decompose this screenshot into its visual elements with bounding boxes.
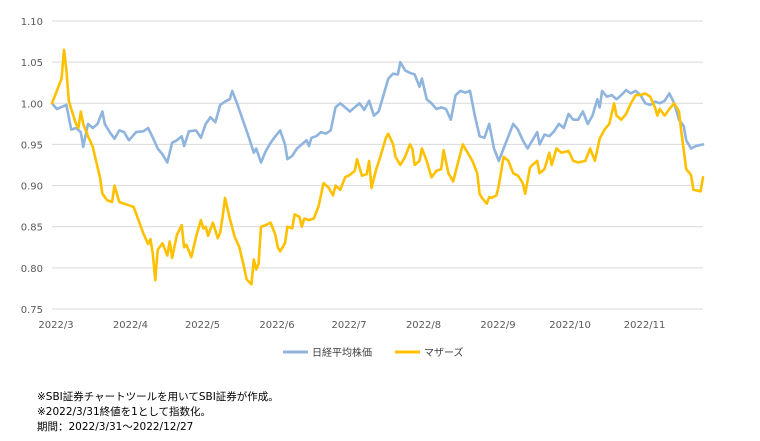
x-tick-label: 2022/3 bbox=[38, 320, 73, 331]
y-tick-label: 0.80 bbox=[21, 264, 43, 275]
y-tick-label: 0.85 bbox=[21, 223, 43, 234]
y-tick-label: 1.00 bbox=[21, 99, 43, 110]
x-tick-label: 2022/4 bbox=[113, 320, 148, 331]
x-axis-ticks: 2022/3 2022/4 2022/5 2022/6 2022/7 2022/8 2022… bbox=[38, 320, 665, 331]
legend-label-mothers: マザーズ bbox=[424, 346, 464, 359]
note-index-basis: ※2022/3/31終値を1として指数化。 bbox=[37, 406, 212, 418]
x-tick-label: 2022/6 bbox=[259, 320, 294, 331]
series-line-nikkei bbox=[50, 60, 705, 164]
series-line-mothers bbox=[50, 48, 705, 286]
series-lines bbox=[50, 48, 705, 286]
y-tick-label: 1.10 bbox=[21, 17, 43, 28]
note-period: 期間：2022/3/31～2022/12/27 bbox=[37, 421, 194, 433]
x-tick-label: 2022/7 bbox=[331, 320, 366, 331]
x-tick-label: 2022/9 bbox=[480, 320, 515, 331]
x-tick-label: 2022/8 bbox=[406, 320, 441, 331]
x-tick-label: 2022/10 bbox=[549, 320, 591, 331]
y-tick-label: 0.90 bbox=[21, 182, 43, 193]
footnotes: ※SBI証券チャートツールを用いてSBI証券が作成。 ※2022/3/31終値を… bbox=[37, 390, 279, 435]
note-source: ※SBI証券チャートツールを用いてSBI証券が作成。 bbox=[37, 391, 279, 403]
y-axis-ticks: 1.10 1.05 1.00 0.95 0.90 0.85 0.80 0.75 bbox=[21, 17, 43, 316]
y-tick-label: 1.05 bbox=[21, 58, 43, 69]
x-tick-label: 2022/11 bbox=[624, 320, 666, 331]
gridlines bbox=[52, 20, 703, 310]
y-tick-label: 0.95 bbox=[21, 140, 43, 151]
legend: 日経平均株価 マザーズ bbox=[283, 346, 464, 359]
x-tick-label: 2022/5 bbox=[185, 320, 220, 331]
legend-label-nikkei: 日経平均株価 bbox=[312, 346, 372, 359]
y-tick-label: 0.75 bbox=[21, 305, 43, 316]
